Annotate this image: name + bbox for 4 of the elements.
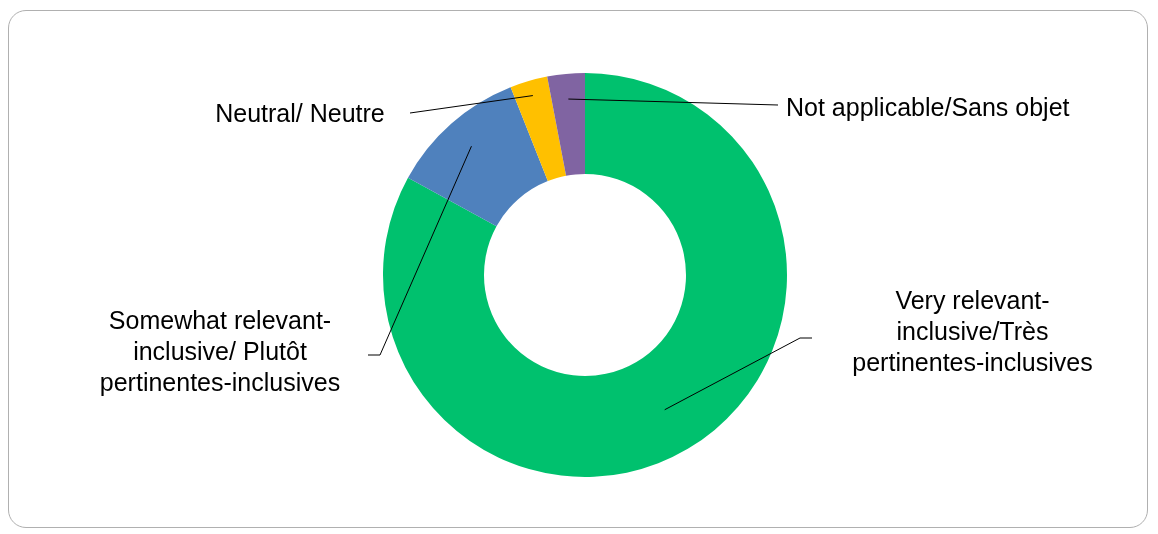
slice-label: Very relevant-inclusive/Très pertinentes-inclusives [851, 285, 1094, 378]
slice-label: Neutral/ Neutre [214, 98, 386, 129]
slice-label: Somewhat relevant-inclusive/ Plutôt pertinentes-inclusives [98, 305, 342, 398]
slice-label: Not applicable/Sans objet [786, 92, 1071, 123]
